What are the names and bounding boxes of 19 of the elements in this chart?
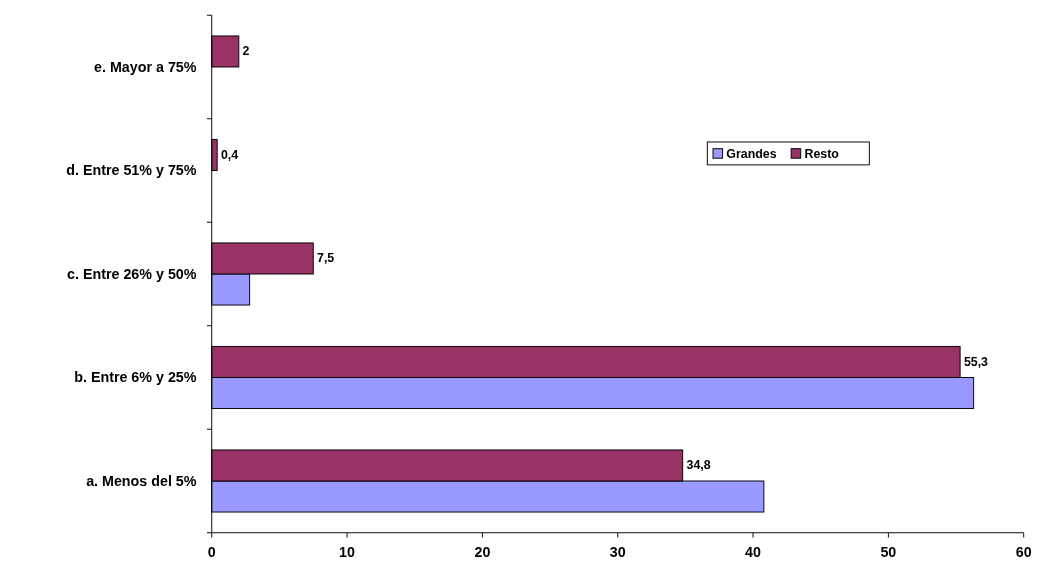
y-tick-label: e. Mayor a 75% (94, 58, 197, 75)
data-label: 34,8 (686, 458, 711, 473)
x-tick-label: 40 (745, 543, 762, 560)
x-tick-label: 60 (1015, 543, 1032, 560)
x-tick-label: 50 (880, 543, 897, 560)
data-label: 2 (242, 44, 250, 59)
data-label: 55,3 (963, 354, 989, 369)
y-tick-label: b. Entre 6% y 25% (74, 369, 197, 386)
x-tick-label: 20 (474, 543, 491, 560)
legend-label: Resto (804, 147, 840, 162)
x-tick-label: 30 (609, 543, 626, 560)
data-label: 7,5 (317, 251, 335, 266)
data-label: 0,4 (220, 147, 239, 162)
x-tick-label: 0 (207, 543, 216, 560)
y-tick-label: d. Entre 51% y 75% (66, 162, 197, 179)
y-tick-label: a. Menos del 5% (86, 472, 197, 489)
legend-label: Grandes (726, 147, 777, 162)
x-tick-label: 10 (339, 543, 356, 560)
y-tick-label: c. Entre 26% y 50% (67, 265, 197, 282)
